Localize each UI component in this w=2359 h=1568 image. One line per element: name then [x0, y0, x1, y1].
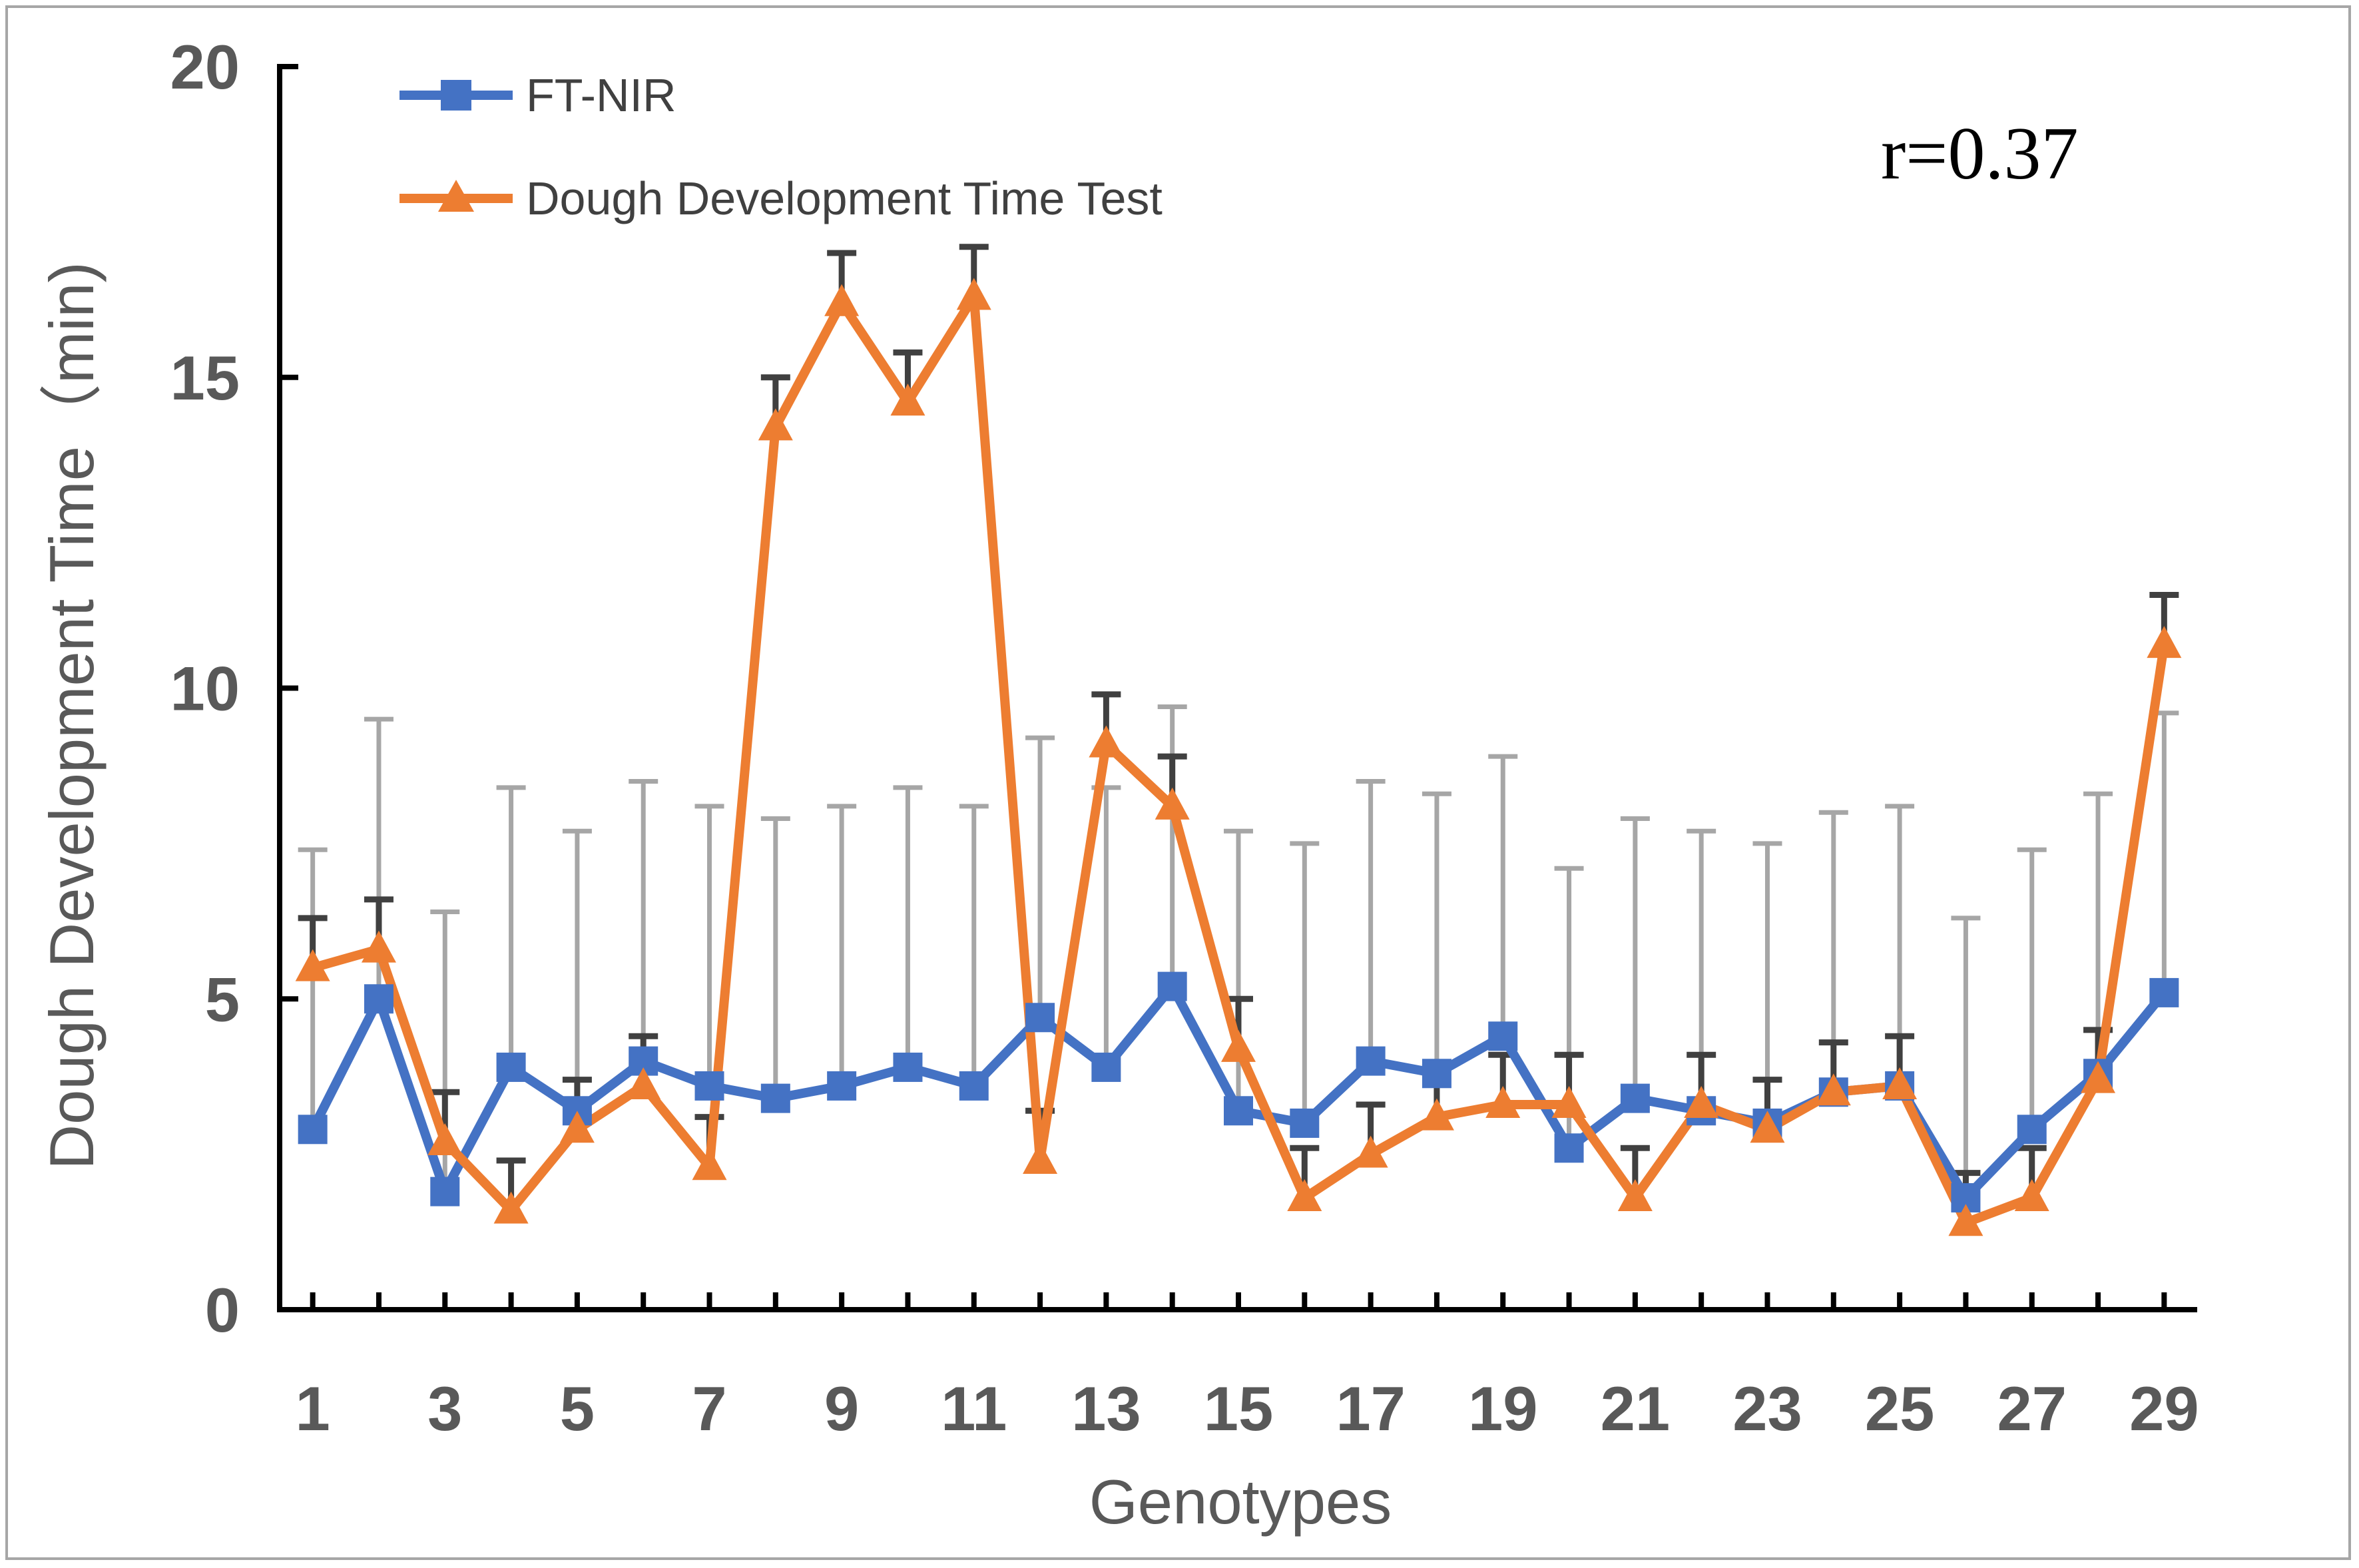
point-test-20 [1551, 1085, 1587, 1118]
y-tick-label-15: 15 [170, 343, 240, 413]
point-ftnir-13 [1091, 1052, 1121, 1082]
point-ftnir-20 [1554, 1133, 1584, 1163]
point-test-6 [626, 1067, 661, 1099]
y-ticks [278, 64, 298, 1312]
point-ftnir-14 [1157, 971, 1187, 1001]
point-test-19 [1485, 1085, 1521, 1118]
point-test-15 [1221, 1029, 1256, 1062]
x-tick-label-19: 19 [1468, 1374, 1538, 1443]
x-tick-label-5: 5 [560, 1374, 595, 1443]
point-test-29 [2147, 626, 2182, 658]
point-ftnir-8 [760, 1083, 790, 1113]
point-ftnir-1 [298, 1115, 328, 1145]
point-ftnir-10 [893, 1052, 923, 1082]
y-axis-title: Dough Development Time（min) [37, 262, 107, 1170]
point-ftnir-17 [1356, 1046, 1386, 1076]
point-ftnir-4 [496, 1052, 526, 1082]
y-tick-label-0: 0 [205, 1275, 240, 1345]
x-axis-title: Genotypes [1089, 1467, 1392, 1537]
legend: FT-NIR Dough Development Time Test [399, 69, 1163, 224]
point-ftnir-18 [1422, 1059, 1451, 1089]
point-test-8 [758, 408, 793, 441]
point-test-16 [1287, 1178, 1322, 1211]
x-tick-label-27: 27 [1997, 1374, 2067, 1443]
x-tick-label-3: 3 [427, 1374, 462, 1443]
point-test-14 [1155, 787, 1190, 820]
x-ticks [310, 1292, 2167, 1310]
point-test-22 [1684, 1085, 1719, 1118]
point-ftnir-21 [1620, 1083, 1650, 1113]
point-test-9 [824, 284, 860, 316]
point-test-25 [1882, 1067, 1918, 1099]
point-ftnir-12 [1025, 1003, 1055, 1033]
point-test-12 [1023, 1141, 1058, 1174]
point-test-28 [2081, 1061, 2116, 1093]
point-test-21 [1617, 1178, 1653, 1211]
point-test-3 [427, 1123, 463, 1155]
series-markers [295, 278, 2182, 1236]
point-ftnir-11 [959, 1071, 989, 1101]
x-tick-label-9: 9 [824, 1374, 859, 1443]
axes [277, 64, 2197, 1312]
point-test-11 [956, 278, 991, 310]
x-tick-label-21: 21 [1601, 1374, 1671, 1443]
y-tick-label-5: 5 [205, 964, 240, 1034]
correlation-annotation: r=0.37 [1881, 113, 2078, 195]
x-tick-label-23: 23 [1732, 1374, 1802, 1443]
point-ftnir-2 [364, 984, 393, 1014]
legend-triangle-icon [438, 180, 474, 212]
legend-label-ftnir: FT-NIR [526, 69, 676, 121]
point-test-24 [1816, 1073, 1851, 1106]
legend-square-icon [441, 80, 471, 111]
y-tick-label-20: 20 [170, 32, 240, 102]
point-test-4 [493, 1191, 529, 1224]
point-ftnir-27 [2017, 1115, 2047, 1145]
x-tick-label-17: 17 [1336, 1374, 1406, 1443]
x-tick-label-11: 11 [941, 1374, 1007, 1443]
x-tick-label-7: 7 [692, 1374, 726, 1443]
point-test-2 [361, 930, 396, 963]
point-test-5 [559, 1111, 595, 1143]
point-ftnir-19 [1488, 1021, 1518, 1051]
point-test-10 [890, 384, 925, 416]
point-test-23 [1750, 1111, 1785, 1143]
x-tick-label-25: 25 [1865, 1374, 1935, 1443]
point-test-18 [1419, 1098, 1454, 1131]
point-ftnir-3 [430, 1176, 460, 1206]
x-tick-label-29: 29 [2129, 1374, 2199, 1443]
y-tick-label-10: 10 [170, 654, 240, 724]
chart-frame [5, 5, 2351, 1560]
x-tick-label-15: 15 [1204, 1374, 1274, 1443]
point-test-27 [2014, 1178, 2049, 1211]
point-ftnir-15 [1224, 1096, 1253, 1126]
point-test-7 [692, 1148, 727, 1180]
point-test-1 [295, 949, 330, 981]
point-ftnir-16 [1290, 1108, 1320, 1138]
x-tick-label-13: 13 [1071, 1374, 1141, 1443]
point-ftnir-29 [2149, 977, 2179, 1007]
x-tick-label-1: 1 [296, 1374, 330, 1443]
point-ftnir-9 [827, 1071, 857, 1101]
point-ftnir-7 [694, 1071, 724, 1101]
legend-label-test: Dough Development Time Test [526, 172, 1163, 224]
point-test-13 [1089, 725, 1124, 758]
point-test-26 [1948, 1204, 1983, 1236]
point-test-17 [1353, 1135, 1388, 1168]
